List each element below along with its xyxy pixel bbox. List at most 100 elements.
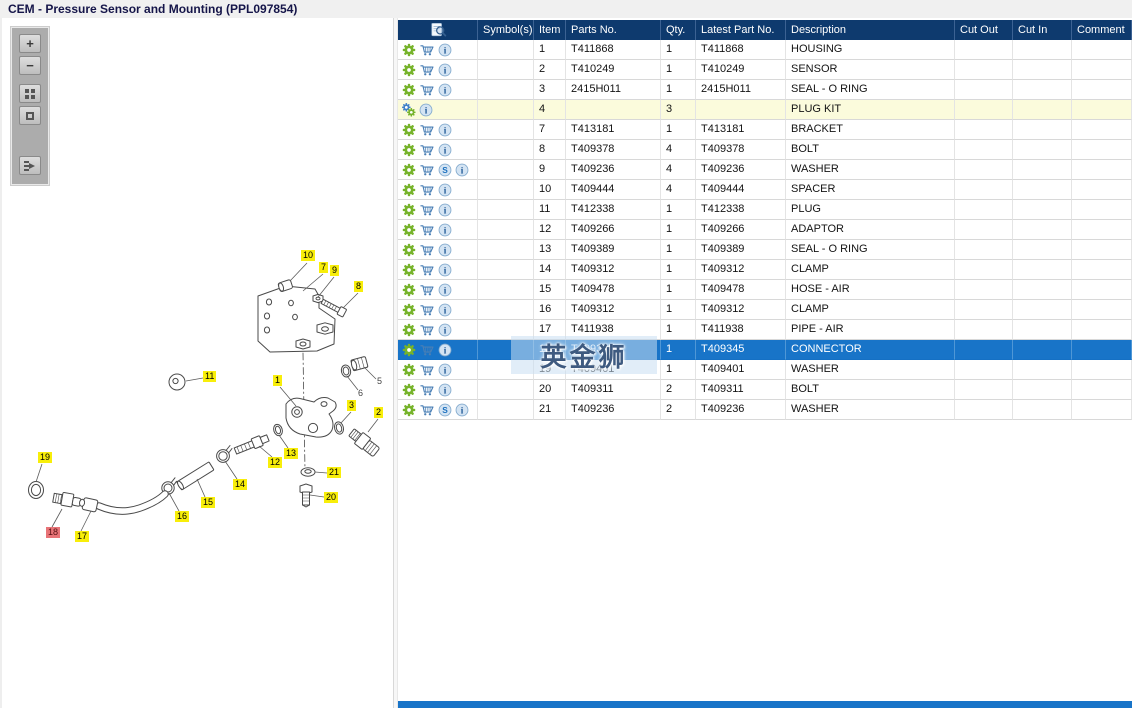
part-hose[interactable] [81,490,169,515]
part-sensor[interactable] [347,427,381,458]
callout-11[interactable]: 11 [203,371,217,382]
table-row-item-19[interactable]: 19T4094011T409401WASHER [398,360,1132,380]
gear-icon[interactable] [402,203,416,217]
cart-icon[interactable] [419,123,435,137]
callout-7[interactable]: 7 [319,262,329,273]
cart-icon[interactable] [419,183,435,197]
info-icon[interactable] [438,123,452,137]
table-row-item-18[interactable]: 18T4093451T409345CONNECTOR [398,340,1132,360]
info-icon[interactable] [438,223,452,237]
info-icon[interactable] [438,283,452,297]
info-icon[interactable] [438,183,452,197]
gear-icon[interactable] [402,343,416,357]
info-icon[interactable] [438,263,452,277]
table-row-item-21[interactable]: 21 T409236 2 T409236 WASHER [398,400,1132,420]
gear-icon[interactable] [402,123,416,137]
zoom-out-button[interactable]: − [19,56,41,75]
table-row-item-14[interactable]: 14 T409312 1 T409312 CLAMP [398,260,1132,280]
callout-3[interactable]: 3 [347,400,357,411]
callout-9[interactable]: 9 [330,265,340,276]
horizontal-scrollbar[interactable] [398,701,1132,708]
gear-icon[interactable] [402,43,416,57]
zoom-in-button[interactable]: + [19,34,41,53]
part-washer-11[interactable] [168,373,186,391]
cart-icon[interactable] [419,283,435,297]
gear-icon[interactable] [402,403,416,417]
gear-icon[interactable] [402,283,416,297]
cart-icon[interactable] [419,343,435,357]
cart-icon[interactable] [419,243,435,257]
info-icon[interactable] [438,43,452,57]
callout-10[interactable]: 10 [301,250,316,261]
info-icon[interactable] [438,83,452,97]
table-row-item-8[interactable]: 8 T409378 4 T409378 BOLT [398,140,1132,160]
part-tube[interactable] [176,461,215,491]
part-adaptor[interactable] [233,433,270,456]
table-row-item-20[interactable]: 20 T409311 2 T409311 BOLT [398,380,1132,400]
cart-icon[interactable] [419,63,435,77]
table-row-item-13[interactable]: 13 T409389 1 T409389 SEAL - O RING [398,240,1132,260]
table-row-item-2[interactable]: 2 T410249 1 T410249 SENSOR [398,60,1132,80]
info-icon[interactable] [438,323,452,337]
info-icon[interactable] [438,63,452,77]
document-search-icon[interactable] [428,22,448,38]
table-row-item-7[interactable]: 7 T413181 1 T413181 BRACKET [398,120,1132,140]
info-icon[interactable] [438,203,452,217]
s-icon[interactable] [438,403,452,417]
info-icon[interactable] [438,383,452,397]
table-row-item-16[interactable]: 16 T409312 1 T409312 CLAMP [398,300,1132,320]
table-row-item-15[interactable]: 15 T409478 1 T409478 HOSE - AIR [398,280,1132,300]
part-clamp-14[interactable] [216,445,233,463]
callout-21[interactable]: 21 [327,467,342,478]
cart-icon[interactable] [419,223,435,237]
gear-icon[interactable] [402,383,416,397]
table-row-item-9[interactable]: 9 T409236 4 T409236 WASHER [398,160,1132,180]
cart-icon[interactable] [419,323,435,337]
info-icon[interactable] [419,103,433,117]
export-button[interactable] [19,156,41,175]
callout-2[interactable]: 2 [374,407,384,418]
part-spacer[interactable] [277,279,293,292]
callout-19[interactable]: 19 [38,452,53,463]
cart-icon[interactable] [419,403,435,417]
part-ring-19[interactable] [28,481,44,499]
info-icon[interactable] [455,403,469,417]
table-row-item-3[interactable]: 3 2415H011 1 2415H011 SEAL - O RING [398,80,1132,100]
cart-icon[interactable] [419,383,435,397]
part-nut[interactable] [312,293,324,304]
single-view-button[interactable] [19,106,41,125]
part-bolt-8[interactable] [320,298,347,318]
gear-icon[interactable] [402,83,416,97]
table-row-item-1[interactable]: 1 T411868 1 T411868 HOUSING [398,40,1132,60]
gear-icon[interactable] [402,263,416,277]
info-icon[interactable] [438,143,452,157]
table-row-item-4[interactable]: 4 3 PLUG KIT [398,100,1132,120]
callout-5[interactable]: 5 [377,376,383,386]
gear-icon[interactable] [402,63,416,77]
table-row-item-12[interactable]: 12 T409266 1 T409266 ADAPTOR [398,220,1132,240]
part-seal-13[interactable] [272,423,284,437]
table-row-item-17[interactable]: 17 T411938 1 T411938 PIPE - AIR [398,320,1132,340]
callout-18[interactable]: 18 [46,527,61,538]
cart-icon[interactable] [419,163,435,177]
part-housing[interactable] [285,397,337,438]
callout-6[interactable]: 6 [358,388,364,398]
cart-icon[interactable] [419,303,435,317]
callout-14[interactable]: 14 [233,479,248,490]
cart-icon[interactable] [419,263,435,277]
callout-12[interactable]: 12 [268,457,283,468]
part-washer-21[interactable] [300,467,316,477]
cart-icon[interactable] [419,83,435,97]
callout-8[interactable]: 8 [354,281,364,292]
gear-icon[interactable] [402,323,416,337]
table-row-item-10[interactable]: 10 T409444 4 T409444 SPACER [398,180,1132,200]
callout-1[interactable]: 1 [273,375,283,386]
gear-icon[interactable] [402,363,416,377]
part-plug-5[interactable] [350,356,369,372]
callout-17[interactable]: 17 [75,531,90,542]
tile-view-button[interactable] [19,84,41,103]
info-icon[interactable] [438,363,452,377]
cart-icon[interactable] [419,203,435,217]
pane-divider[interactable] [393,18,398,708]
callout-20[interactable]: 20 [324,492,339,503]
